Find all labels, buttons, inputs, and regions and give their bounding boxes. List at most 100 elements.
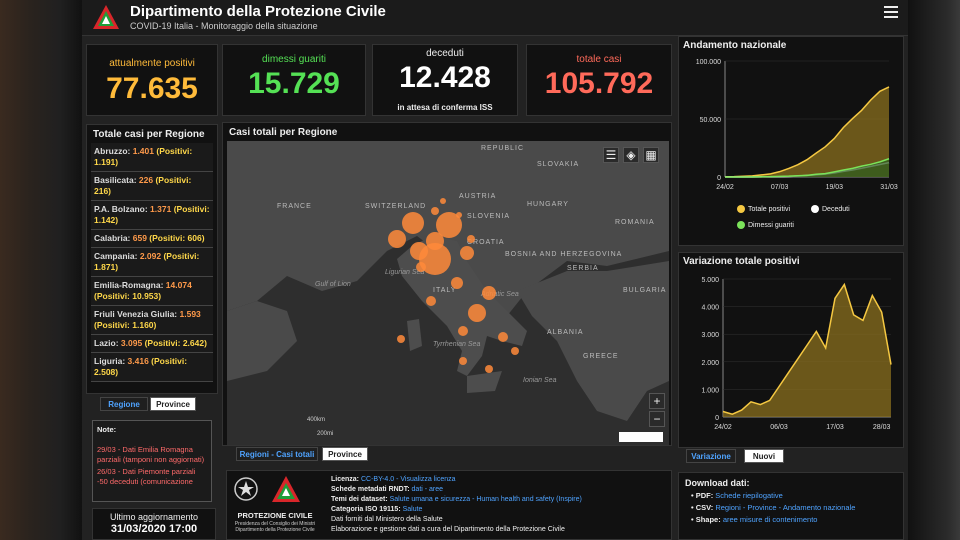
kpi-positive-label: attualmente positivi	[109, 58, 195, 69]
map-country-label: AUSTRIA	[459, 193, 497, 200]
kpi-recovered-label: dimessi guariti	[262, 54, 326, 65]
tab-regioni-casi-totali[interactable]: Regioni - Casi totali	[236, 447, 318, 461]
x-tick-label: 31/03	[880, 184, 898, 191]
tab-nuovi[interactable]: Nuovi	[744, 449, 784, 463]
region-name: Liguria:	[94, 356, 128, 366]
region-positivi: (Positivi: 1.871)	[94, 251, 200, 272]
map-panel: Casi totali per Regione FRANCE SWITZERLAN…	[222, 122, 672, 446]
regions-panel-title: Totale casi per Regione	[93, 129, 205, 140]
map-attribution-box	[619, 432, 663, 442]
map-bubble-layer	[388, 198, 519, 373]
case-bubble[interactable]	[416, 262, 426, 272]
info-org-sub: Presidenza del Consiglio dei Ministri Di…	[234, 521, 316, 533]
info-panel: PROTEZIONE CIVILE Presidenza del Consigl…	[226, 470, 672, 540]
region-list-item[interactable]: Abruzzo: 1.401 (Positivi: 1.191)	[91, 143, 213, 172]
case-bubble[interactable]	[485, 365, 493, 373]
download-item: • PDF: Schede riepilogative	[691, 491, 903, 500]
case-bubble[interactable]	[511, 347, 519, 355]
region-total: 226	[138, 175, 156, 185]
case-bubble[interactable]	[451, 277, 463, 289]
info-line-label: Categoria ISO 19115:	[331, 506, 403, 513]
region-list-item[interactable]: Liguria: 3.416 (Positivi: 2.508)	[91, 353, 213, 382]
case-bubble[interactable]	[397, 335, 405, 343]
case-bubble[interactable]	[498, 332, 508, 342]
case-bubble[interactable]	[460, 246, 474, 260]
kpi-total-label: totale casi	[576, 54, 622, 65]
download-item-link[interactable]: aree misure di contenimento	[722, 515, 818, 524]
region-list-item[interactable]: Basilicata: 226 (Positivi: 216)	[91, 172, 213, 201]
kpi-deaths-value: 12.428	[399, 61, 491, 94]
map-sea-label: Tyrrhenian Sea	[433, 341, 481, 348]
tab-variazione[interactable]: Variazione	[686, 449, 736, 463]
zoom-out-button[interactable]: −	[649, 411, 665, 427]
tab-map-province[interactable]: Province	[322, 447, 368, 461]
region-total: 3.095	[120, 338, 145, 348]
hamburger-menu-icon[interactable]	[884, 6, 898, 18]
case-bubble[interactable]	[388, 230, 406, 248]
region-list-item[interactable]: Calabria: 659 (Positivi: 606)	[91, 230, 213, 248]
series-line	[724, 158, 890, 178]
case-bubble[interactable]	[467, 235, 475, 243]
info-line-text[interactable]: Salute umana e sicurezza - Human health …	[389, 496, 582, 503]
case-bubble[interactable]	[402, 212, 424, 234]
info-line-text[interactable]: Salute	[402, 506, 423, 513]
download-item-link[interactable]: Regioni - Province - Andamento nazionale	[715, 503, 856, 512]
page-title: Dipartimento della Protezione Civile	[130, 3, 386, 20]
download-item-link[interactable]: Schede riepilogative	[715, 491, 783, 500]
region-list-item[interactable]: Lazio: 3.095 (Positivi: 2.642)	[91, 335, 213, 353]
region-list-item[interactable]: Emilia-Romagna: 14.074 (Positivi: 10.953…	[91, 277, 213, 306]
region-name: Campania:	[94, 251, 140, 261]
info-line-label: Temi dei dataset:	[331, 496, 390, 503]
map-country-label: HUNGARY	[527, 201, 569, 208]
case-bubble[interactable]	[431, 207, 439, 215]
kpi-deaths-card: deceduti 12.428 in attesa di conferma IS…	[372, 44, 518, 116]
regions-list[interactable]: Abruzzo: 1.401 (Positivi: 1.191) Basilica…	[91, 143, 213, 389]
protezione-civile-emblem	[272, 476, 300, 502]
case-bubble[interactable]	[410, 242, 428, 260]
region-positivi: (Positivi: 216)	[94, 175, 192, 196]
zoom-in-button[interactable]: +	[649, 393, 665, 409]
legend-dot-icon	[737, 221, 745, 229]
info-org-name: PROTEZIONE CIVILE	[237, 511, 313, 520]
case-bubble[interactable]	[456, 212, 462, 218]
download-item: • Shape: aree misure di contenimento	[691, 515, 903, 524]
legend-totale-positivi: Totale positivi	[737, 205, 790, 213]
legend-dimessi-guariti-label: Dimessi guariti	[748, 221, 794, 229]
region-list-item[interactable]: P.A. Bolzano: 1.371 (Positivi: 1.142)	[91, 201, 213, 230]
case-bubble[interactable]	[482, 286, 496, 300]
national-chart-panel: Andamento nazionale 100.000 50.000 0 24/02 0…	[678, 36, 904, 246]
case-bubble[interactable]	[426, 296, 436, 306]
region-name: Friuli Venezia Giulia:	[94, 309, 180, 319]
series-area	[723, 284, 891, 417]
series-line	[724, 86, 890, 178]
region-list-item[interactable]: Campania: 2.092 (Positivi: 1.871)	[91, 248, 213, 277]
list-view-icon[interactable]: ☰	[603, 147, 619, 163]
grid-view-icon[interactable]: ▦	[643, 147, 659, 163]
series-area	[725, 158, 889, 177]
tab-province[interactable]: Province	[150, 397, 196, 411]
info-line-text[interactable]: dati - aree	[411, 486, 444, 493]
layers-icon[interactable]: ◈	[623, 147, 639, 163]
info-line: Categoria ISO 19115: Salute	[331, 505, 671, 515]
info-line-text: Dati forniti dal Ministero della Salute	[331, 516, 443, 523]
region-name: Calabria:	[94, 233, 133, 243]
download-item: • CSV: Regioni - Province - Andamento na…	[691, 503, 903, 512]
region-list-item[interactable]: Friuli Venezia Giulia: 1.593 (Positivi: …	[91, 306, 213, 335]
page-subtitle: COVID-19 Italia - Monitoraggio della sit…	[130, 21, 318, 31]
last-update-value: 31/03/2020 17:00	[110, 523, 198, 535]
case-bubble[interactable]	[458, 326, 468, 336]
x-tick-label: 28/03	[873, 424, 891, 431]
region-name: Emilia-Romagna:	[94, 280, 166, 290]
region-positivi: (Positivi: 2.508)	[94, 356, 188, 377]
case-bubble[interactable]	[468, 304, 486, 322]
region-total: 1.371	[150, 204, 174, 214]
map-country-label: SERBIA	[567, 265, 599, 272]
info-lines: Licenza: CC-BY-4.0 - Visualizza licenza S…	[331, 475, 671, 535]
tab-regione[interactable]: Regione	[100, 397, 148, 411]
case-bubble[interactable]	[436, 212, 462, 238]
case-bubble[interactable]	[459, 357, 467, 365]
case-bubble[interactable]	[440, 198, 446, 204]
map-country-label: CROATIA	[467, 239, 505, 246]
info-line-text[interactable]: CC-BY-4.0 - Visualizza licenza	[360, 476, 456, 483]
map-view[interactable]: FRANCE SWITZERLAND AUSTRIA SLOVENIA CROATIA H…	[227, 141, 669, 445]
